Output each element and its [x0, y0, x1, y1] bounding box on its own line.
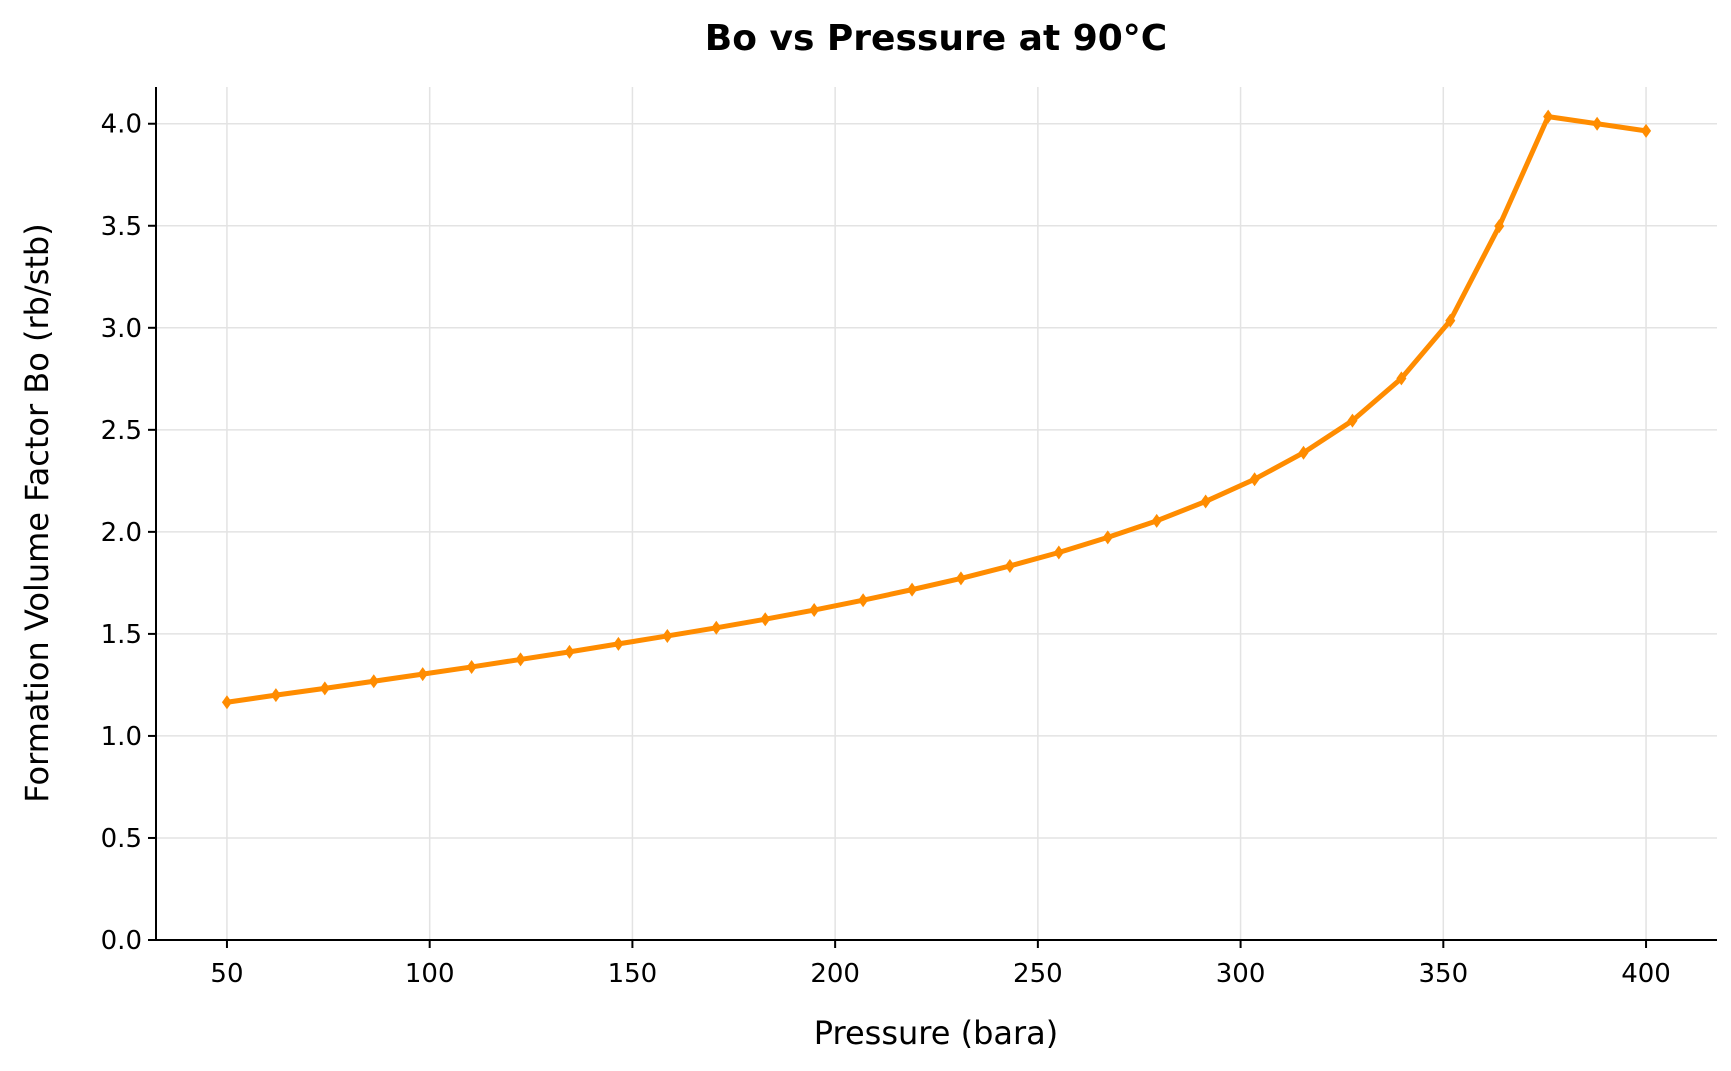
data-point: [368, 674, 379, 689]
x-tick-label: 300: [1216, 959, 1266, 989]
data-point: [1592, 116, 1603, 131]
data-point: [858, 593, 869, 608]
data-point: [1641, 123, 1652, 138]
x-tick-label: 250: [1013, 959, 1063, 989]
data-point: [564, 644, 575, 659]
data-point: [613, 636, 624, 651]
data-point: [1494, 219, 1505, 234]
data-point: [1200, 494, 1211, 509]
data-point: [1004, 558, 1015, 573]
y-tick-label: 4.0: [101, 110, 142, 140]
data-point: [955, 571, 966, 586]
y-ticks: 0.0 0.5 1.0 1.5 2.0 2.5 3.0 3.5 4.0: [101, 110, 156, 956]
data-point: [809, 603, 820, 618]
y-tick-label: 3.0: [101, 314, 142, 344]
y-tick-label: 1.5: [101, 620, 142, 650]
data-point: [1396, 371, 1407, 386]
data-point: [662, 628, 673, 643]
data-point: [1445, 313, 1456, 328]
y-axis-label: Formation Volume Factor Bo (rb/stb): [18, 223, 56, 802]
data-point: [1151, 513, 1162, 528]
x-tick-label: 50: [210, 959, 243, 989]
x-tick-label: 400: [1621, 959, 1671, 989]
grid: [156, 87, 1717, 941]
data-point: [760, 612, 771, 627]
y-tick-label: 0.5: [101, 824, 142, 854]
data-point: [1347, 413, 1358, 428]
data-point: [1102, 530, 1113, 545]
data-point: [270, 688, 281, 703]
data-point: [515, 652, 526, 667]
y-tick-label: 2.5: [101, 416, 142, 446]
x-tick-label: 100: [405, 959, 455, 989]
data-point: [466, 659, 477, 674]
x-ticks: 50 100 150 200 250 300 350 400: [210, 940, 1671, 989]
data-point: [417, 667, 428, 682]
data-point: [1249, 472, 1260, 487]
y-tick-label: 0.0: [101, 926, 142, 956]
x-tick-label: 150: [608, 959, 658, 989]
data-point: [1053, 545, 1064, 560]
data-point: [1298, 445, 1309, 460]
data-point: [221, 695, 232, 710]
data-point: [1543, 109, 1554, 124]
y-tick-label: 3.5: [101, 212, 142, 242]
y-tick-label: 1.0: [101, 722, 142, 752]
axes: [155, 87, 1717, 941]
y-tick-label: 2.0: [101, 518, 142, 548]
data-point: [907, 582, 918, 597]
x-tick-label: 350: [1418, 959, 1468, 989]
x-axis-label: Pressure (bara): [814, 1014, 1058, 1052]
data-point: [319, 681, 330, 696]
data-point: [711, 620, 722, 635]
series: [221, 109, 1652, 710]
chart-title: Bo vs Pressure at 90°C: [705, 18, 1167, 59]
x-tick-label: 200: [810, 959, 860, 989]
series-line: [224, 114, 1649, 705]
